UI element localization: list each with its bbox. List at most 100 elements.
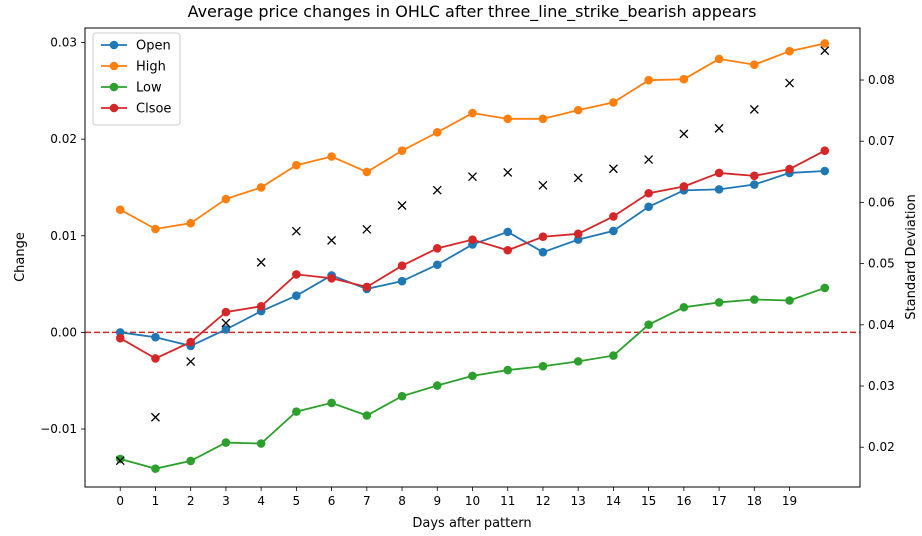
- y-tick-label: 0.03: [50, 35, 77, 49]
- x-tick-label: 13: [571, 494, 586, 508]
- data-point-high: [362, 167, 372, 177]
- x-tick-label: 19: [782, 494, 797, 508]
- std-marker: [538, 180, 548, 190]
- legend-label-high: High: [136, 60, 166, 75]
- std-marker: [291, 226, 301, 236]
- std-marker: [608, 164, 618, 174]
- data-point-high: [644, 75, 653, 85]
- y2-tick-label: 0.08: [868, 73, 895, 87]
- x-tick-label: 14: [606, 494, 621, 508]
- x-tick-label: 1: [152, 494, 160, 508]
- data-point-clsoe: [221, 307, 231, 317]
- data-point-low: [750, 295, 759, 304]
- legend-marker-clsoe: [109, 103, 119, 113]
- data-point-high: [609, 98, 618, 107]
- data-point-open: [609, 226, 618, 236]
- data-point-high: [256, 183, 266, 192]
- data-point-open: [503, 227, 513, 237]
- x-tick-label: 9: [433, 494, 441, 508]
- data-point-open: [292, 291, 301, 300]
- x-tick-label: 0: [116, 494, 124, 508]
- legend-box: [92, 32, 181, 126]
- data-point-high: [820, 39, 830, 48]
- y2-tick-label: 0.04: [868, 318, 895, 332]
- x-tick-label: 8: [398, 494, 406, 508]
- x-tick-label: 3: [222, 494, 230, 508]
- data-point-low: [362, 411, 372, 420]
- data-point-high: [327, 152, 336, 161]
- std-marker: [679, 129, 689, 139]
- data-point-clsoe: [327, 273, 336, 283]
- data-point-clsoe: [820, 146, 830, 156]
- data-point-high: [151, 224, 160, 234]
- data-point-open: [714, 185, 724, 194]
- std-marker: [256, 257, 266, 267]
- x-tick-label: 2: [187, 494, 195, 508]
- data-point-clsoe: [256, 301, 266, 311]
- data-point-open: [644, 202, 653, 212]
- data-point-high: [221, 194, 231, 204]
- y2-tick-label: 0.06: [868, 195, 895, 209]
- y-tick-label: 0.00: [50, 325, 77, 339]
- data-point-low: [538, 361, 548, 371]
- data-point-low: [221, 438, 231, 447]
- data-point-low: [292, 407, 301, 416]
- std-marker: [186, 357, 196, 366]
- data-point-low: [115, 454, 125, 464]
- data-point-low: [503, 365, 513, 375]
- std-marker: [714, 123, 724, 133]
- data-point-clsoe: [186, 337, 195, 347]
- data-point-high: [714, 54, 724, 64]
- data-point-low: [256, 439, 266, 448]
- std-marker: [362, 224, 372, 234]
- data-point-low: [151, 464, 160, 473]
- data-point-low: [186, 456, 195, 466]
- std-marker: [644, 155, 654, 165]
- legend-label-open: Open: [136, 39, 171, 54]
- y-tick-label: 0.01: [50, 229, 77, 243]
- data-point-low: [679, 302, 689, 312]
- data-point-high: [503, 114, 513, 124]
- data-point-clsoe: [397, 261, 407, 271]
- data-point-high: [573, 105, 583, 115]
- data-point-high: [750, 60, 759, 70]
- data-point-clsoe: [362, 282, 372, 292]
- data-point-clsoe: [644, 188, 653, 198]
- data-point-open: [820, 166, 830, 176]
- plot-area: [85, 39, 860, 473]
- legend-label-clsoe: Clsoe: [136, 102, 171, 117]
- data-point-open: [151, 332, 160, 342]
- legend-marker-high: [109, 61, 119, 71]
- data-point-high: [397, 146, 407, 156]
- data-point-low: [644, 320, 653, 329]
- data-point-low: [397, 391, 407, 401]
- data-point-low: [573, 357, 583, 366]
- x-tick-label: 7: [363, 494, 371, 508]
- data-point-low: [432, 381, 442, 390]
- x-tick-label: 16: [676, 494, 691, 508]
- legend-label-low: Low: [136, 81, 162, 96]
- std-marker: [115, 456, 125, 466]
- series-open: [115, 166, 830, 351]
- data-point-clsoe: [151, 354, 160, 363]
- std-marker: [820, 46, 830, 56]
- data-point-clsoe: [609, 212, 618, 221]
- series-clsoe: [115, 146, 830, 363]
- x-tick-label: 4: [257, 494, 265, 508]
- data-point-clsoe: [292, 270, 301, 279]
- chart-title: Average price changes in OHLC after thre…: [188, 2, 757, 22]
- data-point-clsoe: [538, 232, 548, 242]
- series-low: [115, 283, 830, 473]
- y2-tick-label: 0.05: [868, 257, 895, 271]
- data-point-open: [397, 276, 407, 286]
- data-point-high: [468, 108, 477, 118]
- legend: Open High Low Clsoe: [92, 32, 181, 126]
- x-tick-label: 15: [641, 494, 656, 508]
- data-point-high: [538, 114, 548, 124]
- x-tick-label: 5: [293, 494, 301, 508]
- y2-tick-label: 0.02: [868, 440, 895, 454]
- data-point-low: [820, 283, 830, 293]
- data-point-clsoe: [714, 168, 724, 178]
- data-point-high: [785, 46, 794, 56]
